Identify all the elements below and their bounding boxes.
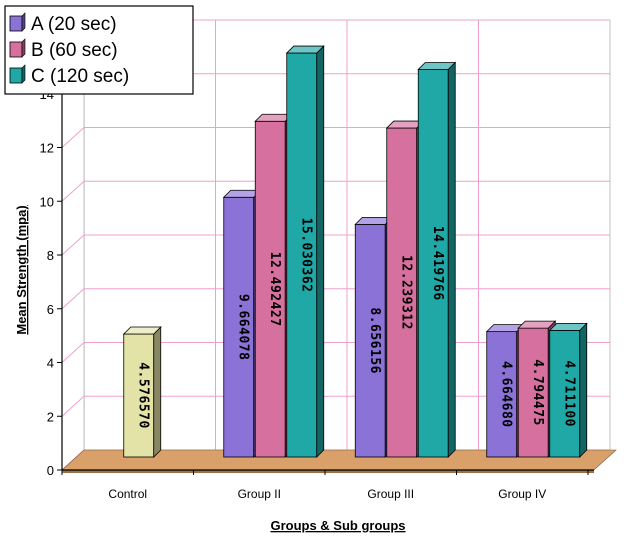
x-axis-title: Groups & Sub groups bbox=[270, 518, 405, 533]
bar-side bbox=[316, 45, 325, 458]
bar-front bbox=[486, 331, 518, 458]
y-tick-label: 6 bbox=[47, 302, 54, 317]
legend-item: A (20 sec) bbox=[9, 12, 117, 35]
bar-front bbox=[223, 196, 255, 458]
bar-value-label: 4.711100 bbox=[561, 360, 576, 427]
bar bbox=[285, 45, 325, 458]
bar bbox=[122, 326, 162, 458]
bar-front bbox=[254, 120, 286, 458]
y-tick-label: 10 bbox=[40, 194, 54, 209]
bar-side bbox=[447, 61, 456, 458]
bar bbox=[548, 322, 588, 458]
bar-top bbox=[285, 45, 325, 54]
y-tick-label: 0 bbox=[47, 463, 54, 478]
y-tick-label: 8 bbox=[47, 248, 54, 263]
bar-value-label: 4.794475 bbox=[530, 359, 545, 426]
bar-front bbox=[517, 327, 549, 458]
gridline-h bbox=[61, 180, 85, 202]
gridline-h bbox=[61, 342, 85, 363]
legend-label: A (20 sec) bbox=[31, 14, 117, 35]
bar-front bbox=[549, 329, 581, 458]
y-tick-label: 12 bbox=[40, 141, 54, 156]
bar-value-label: 9.664078 bbox=[235, 294, 250, 361]
bar-front bbox=[123, 333, 155, 458]
floor-front bbox=[62, 470, 594, 473]
bars bbox=[122, 45, 588, 458]
gridline-h bbox=[61, 288, 85, 310]
gridline-h bbox=[61, 234, 85, 256]
y-tick-label: 4 bbox=[47, 356, 54, 371]
bar-value-label: 12.239312 bbox=[398, 255, 413, 330]
legend-box bbox=[4, 5, 194, 95]
bar-value-label: 4.664680 bbox=[498, 361, 513, 428]
x-tick-label: Group II bbox=[238, 487, 281, 501]
y-axis-title: Mean Strength (mpa) bbox=[14, 205, 29, 334]
legend: A (20 sec) B (60 sec) C (120 sec) bbox=[4, 5, 194, 95]
legend-swatch bbox=[9, 15, 23, 32]
bar-top bbox=[548, 322, 588, 331]
gridline-h bbox=[61, 127, 85, 148]
bar-side bbox=[153, 326, 162, 458]
x-tick-label: Group III bbox=[367, 487, 414, 501]
legend-item: C (120 sec) bbox=[9, 64, 129, 87]
legend-swatch-side bbox=[21, 12, 26, 32]
legend-label: C (120 sec) bbox=[31, 66, 129, 87]
legend-label: B (60 sec) bbox=[31, 40, 118, 61]
bar bbox=[417, 61, 457, 458]
bar-side bbox=[579, 322, 588, 458]
legend-item: B (60 sec) bbox=[9, 38, 118, 61]
bar-value-label: 12.492427 bbox=[267, 252, 282, 327]
gridline-h bbox=[61, 395, 85, 417]
legend-swatch bbox=[9, 41, 23, 58]
bar-top bbox=[417, 62, 457, 70]
legend-swatch-side bbox=[21, 64, 26, 84]
y-tick-label: 2 bbox=[47, 409, 54, 424]
bar-value-label: 14.419766 bbox=[430, 226, 445, 301]
bar-front bbox=[286, 52, 318, 458]
bar-value-label: 8.656156 bbox=[367, 307, 382, 374]
bar-front bbox=[354, 223, 386, 458]
bar-top bbox=[517, 320, 557, 329]
x-tick-label: Control bbox=[108, 487, 147, 501]
bar-value-label: 4.576570 bbox=[135, 362, 150, 429]
bar-value-label: 15.030362 bbox=[298, 218, 313, 293]
legend-swatch bbox=[9, 67, 23, 84]
bar-top bbox=[122, 326, 162, 335]
bar-value-labels: 4.576570 9.664078 12.492427 15.030362 8.6561… bbox=[135, 218, 576, 429]
legend-swatch-side bbox=[21, 38, 26, 58]
x-tick-label: Group IV bbox=[498, 487, 546, 501]
